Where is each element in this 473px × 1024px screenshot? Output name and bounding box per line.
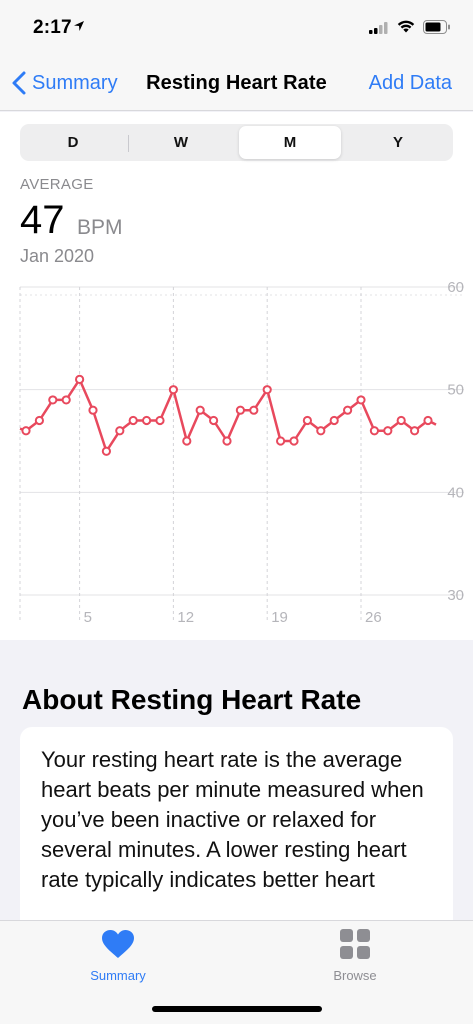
data-point: [195, 405, 205, 415]
data-point: [222, 436, 232, 446]
data-point: [88, 405, 98, 415]
data-point: [168, 385, 178, 395]
x-tick-label: 12: [177, 609, 194, 626]
heart-icon: [102, 930, 134, 958]
data-point: [356, 395, 366, 405]
data-point: [383, 426, 393, 436]
about-text: Your resting heart rate is the average h…: [41, 747, 424, 892]
wifi-icon: [397, 20, 415, 33]
x-tick-label: 26: [365, 609, 382, 626]
data-point: [396, 415, 406, 426]
data-point: [182, 436, 192, 446]
status-time: 2:17: [33, 17, 72, 38]
data-point: [115, 426, 125, 436]
average-unit: BPM: [77, 216, 123, 239]
average-value: 47: [20, 198, 65, 242]
data-point: [209, 415, 219, 426]
cellular-signal-icon: [369, 22, 388, 34]
data-point: [410, 426, 420, 436]
tab-summary[interactable]: Summary: [58, 929, 178, 983]
data-point: [48, 395, 58, 405]
home-indicator: [152, 1006, 322, 1012]
chart-card: D W M Y AVERAGE 47 BPM Jan 2020 60 50 40 30…: [0, 112, 473, 640]
data-point: [329, 415, 339, 426]
segment-month[interactable]: M: [239, 126, 341, 159]
data-point: [128, 415, 138, 426]
data-point: [155, 415, 165, 426]
back-button-label: Summary: [32, 71, 118, 94]
about-title: About Resting Heart Rate: [22, 684, 362, 715]
tab-browse-label: Browse: [333, 968, 377, 983]
data-point: [142, 415, 152, 426]
location-arrow-icon: [74, 21, 84, 31]
navigation-bar: Summary Resting Heart Rate Add Data: [0, 56, 473, 111]
x-tick-label: 5: [84, 609, 92, 626]
y-tick-label: 60: [447, 279, 464, 296]
average-period: Jan 2020: [20, 246, 95, 266]
segment-week[interactable]: W: [173, 134, 189, 151]
back-button[interactable]: Summary: [10, 69, 118, 97]
data-point: [302, 415, 312, 426]
y-tick-label: 50: [447, 382, 464, 399]
data-point: [289, 436, 299, 446]
heart-rate-chart[interactable]: 60 50 40 30 5 12 19 26: [0, 112, 473, 640]
grid-icon: [340, 929, 370, 959]
x-tick-label: 19: [271, 609, 288, 626]
data-point: [249, 405, 259, 415]
status-bar: 2:17: [0, 0, 473, 56]
data-point: [369, 426, 379, 436]
data-point: [276, 436, 286, 446]
data-point: [343, 405, 353, 415]
data-point: [21, 426, 31, 436]
segment-divider: [128, 135, 129, 152]
data-point: [316, 426, 326, 436]
data-point: [61, 395, 71, 405]
data-point: [101, 446, 112, 456]
data-point: [262, 385, 272, 395]
segment-day[interactable]: D: [67, 134, 79, 151]
average-label: AVERAGE: [20, 176, 94, 193]
time-range-control: D W M Y: [20, 124, 453, 161]
tab-summary-label: Summary: [90, 968, 146, 983]
y-tick-label: 40: [447, 484, 464, 501]
page-title: Resting Heart Rate: [146, 72, 327, 94]
battery-icon: [423, 20, 450, 34]
add-data-button[interactable]: Add Data: [368, 72, 452, 94]
data-point: [423, 415, 433, 426]
y-tick-label: 30: [447, 587, 464, 604]
data-point: [235, 405, 245, 415]
segment-year[interactable]: Y: [392, 134, 403, 151]
tab-browse[interactable]: Browse: [295, 929, 415, 983]
data-point: [75, 374, 85, 384]
data-point: [34, 415, 45, 426]
chevron-left-icon: [12, 71, 26, 95]
